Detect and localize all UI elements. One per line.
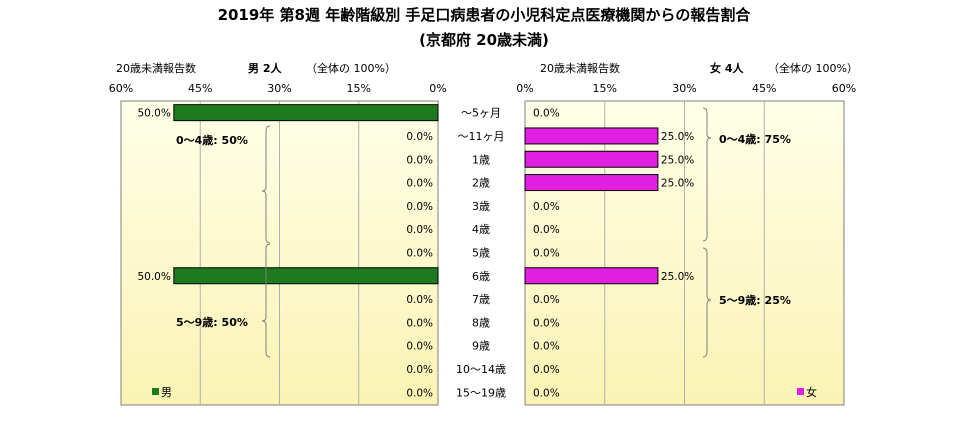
- male-group-label-5-9: 5～9歳: 50%: [176, 315, 248, 329]
- female-tick-label: 60%: [832, 82, 856, 95]
- female-legend-label: 女: [806, 385, 817, 399]
- female-tick-label: 15%: [593, 82, 617, 95]
- male-legend-label: 男: [161, 386, 172, 399]
- male-group-label-0-4: 0～4歳: 50%: [176, 133, 248, 147]
- male-value-label: 0.0%: [406, 317, 433, 329]
- male-value-label: 0.0%: [406, 341, 433, 353]
- male-value-label: 0.0%: [406, 247, 433, 259]
- category-label: 3歳: [472, 200, 490, 213]
- female-tick-label: 0%: [516, 82, 533, 95]
- male-group-brace-5-9: [261, 243, 271, 358]
- male-legend-swatch: [152, 388, 159, 395]
- category-label: ～11ヶ月: [458, 130, 505, 143]
- female-value-label: 0.0%: [533, 108, 560, 120]
- female-bar: [524, 150, 659, 168]
- chart-title: 2019年 第8週 年齢階級別 手足口病患者の小児科定点医療機関からの報告割合: [218, 6, 752, 24]
- male-value-label: 0.0%: [406, 294, 433, 306]
- female-value-label: 25.0%: [661, 271, 694, 283]
- female-value-label: 0.0%: [533, 317, 560, 329]
- female-value-label: 25.0%: [661, 154, 694, 166]
- female-bar: [524, 174, 659, 192]
- female-legend-swatch: [797, 388, 804, 395]
- category-label: 5歳: [472, 246, 490, 259]
- female-value-label: 0.0%: [533, 341, 560, 353]
- category-label: ～5ヶ月: [461, 107, 501, 120]
- male-value-label: 0.0%: [406, 224, 433, 236]
- male-header-total: （全体の 100%）: [306, 61, 396, 75]
- male-value-label: 0.0%: [406, 154, 433, 166]
- female-bar: [524, 267, 659, 285]
- male-tick-label: 15%: [347, 82, 371, 95]
- male-header-label: 20歳未満報告数: [116, 62, 196, 75]
- category-label: 4歳: [472, 223, 490, 236]
- category-label: 15～19歳: [456, 386, 506, 399]
- female-value-label: 25.0%: [661, 178, 694, 190]
- category-label: 10～14歳: [456, 363, 506, 376]
- female-group-brace-5-9: [702, 247, 712, 358]
- male-tick-label: 0%: [429, 82, 446, 95]
- female-group-brace-0-4: [702, 107, 712, 242]
- male-bar: [173, 267, 439, 285]
- male-bar: [173, 104, 439, 122]
- male-header-count: 男 2人: [248, 61, 282, 75]
- female-group-label-0-4: 0～4歳: 75%: [719, 132, 791, 146]
- female-header-count: 女 4人: [710, 61, 744, 75]
- male-tick-label: 30%: [267, 82, 291, 95]
- male-tick-label: 60%: [109, 82, 133, 95]
- category-label: 9歳: [472, 340, 490, 353]
- male-value-label: 50.0%: [137, 108, 170, 120]
- female-value-label: 0.0%: [533, 224, 560, 236]
- male-value-label: 50.0%: [137, 271, 170, 283]
- female-value-label: 0.0%: [533, 294, 560, 306]
- chart-subtitle: (京都府 20歳未満): [419, 31, 549, 49]
- female-value-label: 0.0%: [533, 247, 560, 259]
- female-header-label: 20歳未満報告数: [540, 62, 620, 75]
- male-group-brace-0-4: [261, 125, 271, 244]
- female-value-label: 25.0%: [661, 131, 694, 143]
- female-value-label: 0.0%: [533, 364, 560, 376]
- female-bar: [524, 127, 659, 145]
- male-value-label: 0.0%: [406, 178, 433, 190]
- category-label: 7歳: [472, 293, 490, 306]
- female-group-label-5-9: 5～9歳: 25%: [719, 293, 791, 307]
- male-value-label: 0.0%: [406, 131, 433, 143]
- female-tick-label: 45%: [752, 82, 776, 95]
- female-header-total: （全体の 100%）: [768, 61, 858, 75]
- category-label: 8歳: [472, 316, 490, 329]
- male-tick-label: 45%: [188, 82, 212, 95]
- female-tick-label: 30%: [672, 82, 696, 95]
- category-label: 2歳: [472, 177, 490, 190]
- male-value-label: 0.0%: [406, 364, 433, 376]
- category-label: 1歳: [472, 153, 490, 166]
- male-value-label: 0.0%: [406, 201, 433, 213]
- male-value-label: 0.0%: [406, 387, 433, 399]
- female-value-label: 0.0%: [533, 201, 560, 213]
- female-value-label: 0.0%: [533, 387, 560, 399]
- category-label: 6歳: [472, 270, 490, 283]
